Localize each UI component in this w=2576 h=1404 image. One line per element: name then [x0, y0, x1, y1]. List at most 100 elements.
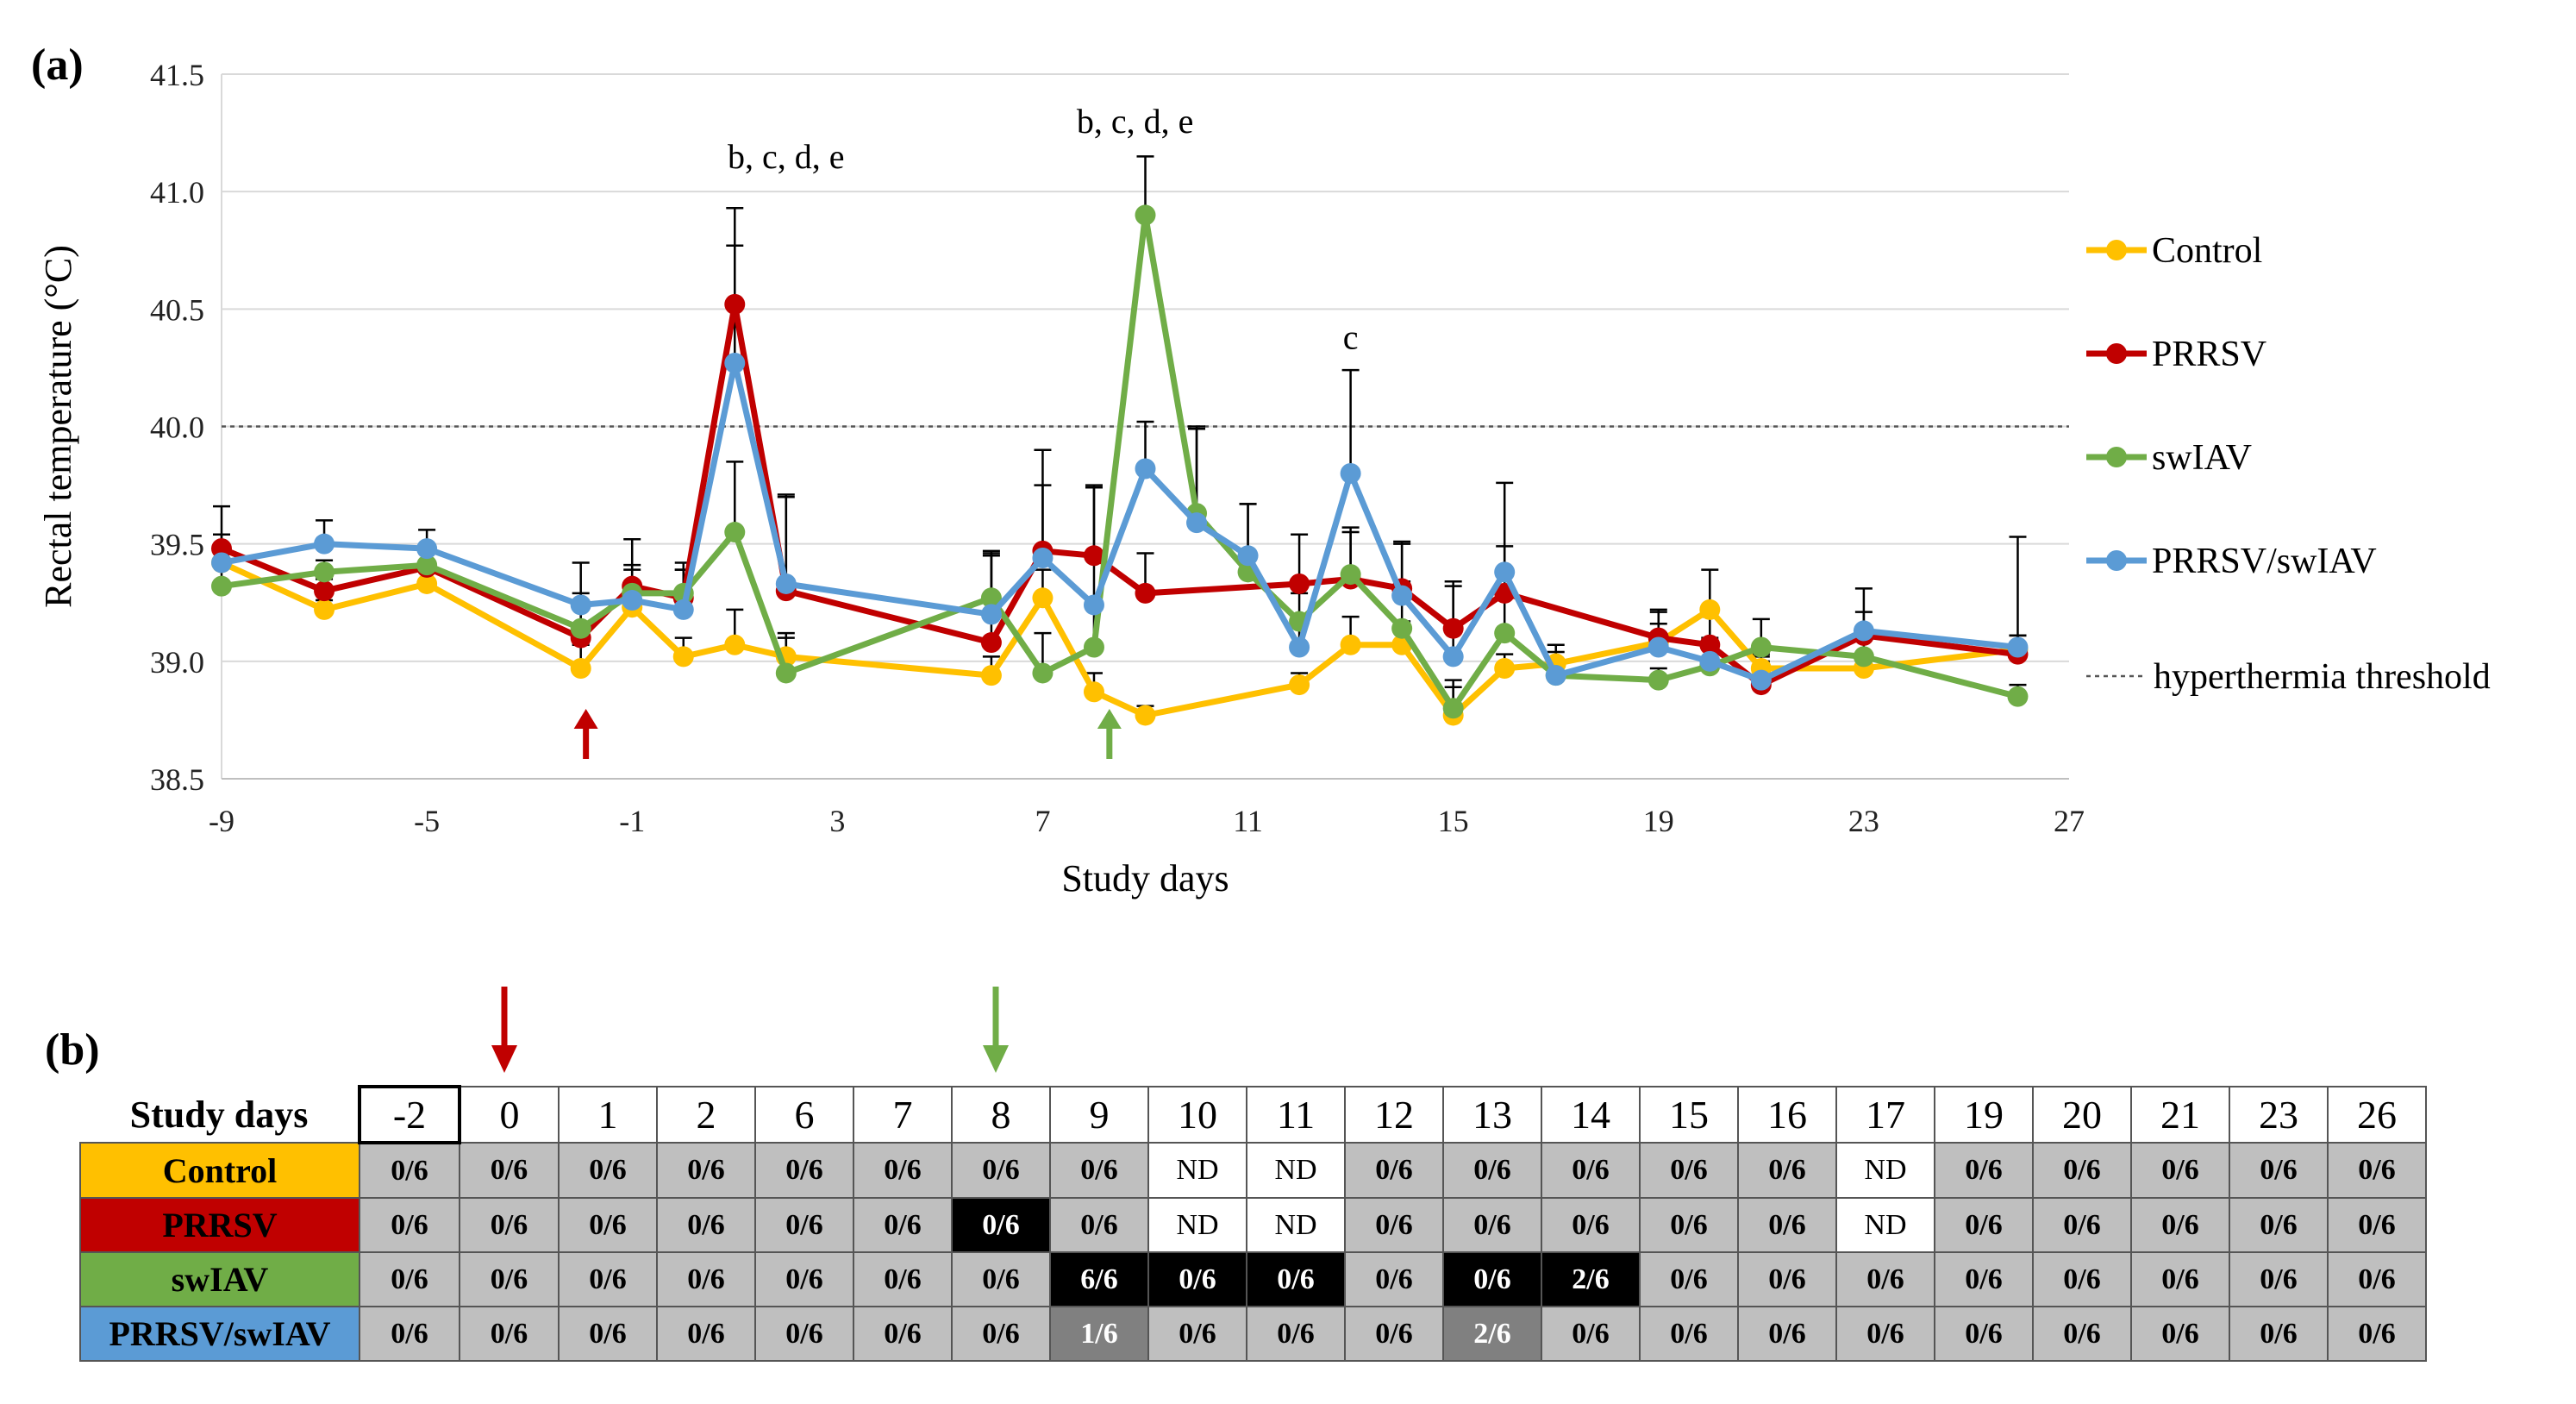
day-header: 7 — [853, 1086, 953, 1144]
table-cell: 2/6 — [1541, 1251, 1641, 1307]
data-point-swiav — [1340, 564, 1361, 586]
table-cell: 0/6 — [1934, 1306, 2034, 1362]
table-cell: 0/6 — [656, 1306, 756, 1362]
data-point-prrsv-swiav — [1648, 636, 1669, 658]
day-header: 1 — [558, 1086, 658, 1144]
table-cell: 0/6 — [1737, 1251, 1837, 1307]
table-cell: 0/6 — [1737, 1197, 1837, 1253]
day-header: 6 — [754, 1086, 854, 1144]
day-header: 0 — [459, 1086, 560, 1144]
table-cell: 0/6 — [558, 1197, 658, 1253]
data-point-swiav — [1648, 669, 1669, 691]
table-cell: 0/6 — [1049, 1197, 1149, 1253]
data-point-swiav — [1135, 204, 1156, 226]
x-axis-label: Study days — [1061, 857, 1229, 899]
day-header: 12 — [1344, 1086, 1444, 1144]
x-tick-label: 15 — [1438, 804, 1469, 838]
day-header: 16 — [1737, 1086, 1837, 1144]
table-cell: 0/6 — [1639, 1197, 1739, 1253]
data-point-prrsv-swiav — [211, 552, 232, 574]
table-cell: 0/6 — [2327, 1142, 2427, 1199]
data-point-swiav — [775, 662, 797, 684]
legend-label-swiav: swIAV — [2152, 438, 2252, 478]
day-header: 23 — [2229, 1086, 2329, 1144]
table-cell: 0/6 — [1442, 1197, 1542, 1253]
x-tick-label: 7 — [1035, 804, 1050, 838]
table-cell: 0/6 — [1934, 1251, 2034, 1307]
table-cell: 1/6 — [1049, 1306, 1149, 1362]
legend-marker-swiav — [2106, 447, 2127, 467]
data-point-control — [314, 599, 335, 620]
table-cell: 0/6 — [2032, 1142, 2132, 1199]
day-header: 20 — [2032, 1086, 2132, 1144]
table-cell: 0/6 — [2130, 1142, 2230, 1199]
data-point-control — [1289, 674, 1310, 696]
table-cell: ND — [1835, 1142, 1935, 1199]
table-cell: 0/6 — [359, 1306, 460, 1362]
table-cell: 0/6 — [951, 1251, 1051, 1307]
table-header-label: Study days — [129, 1093, 309, 1136]
significance-annotation: b, c, d, e — [728, 137, 845, 176]
table-cell: 0/6 — [1442, 1251, 1542, 1307]
table-cell: 0/6 — [853, 1142, 953, 1199]
y-axis-label: Rectal temperature (°C) — [37, 245, 79, 608]
x-tick-label: -9 — [209, 804, 234, 838]
data-point-prrsv-swiav — [1186, 512, 1208, 534]
significance-annotation: b, c, d, e — [1077, 102, 1194, 141]
table-arrows — [491, 987, 1009, 1073]
data-point-control — [724, 634, 746, 655]
table-cell: 0/6 — [951, 1142, 1051, 1199]
data-point-control — [416, 573, 438, 594]
table-cell: 0/6 — [1147, 1306, 1247, 1362]
table-inoculation-arrow-head — [491, 1045, 517, 1073]
data-point-prrsv — [1135, 582, 1156, 604]
legend-marker-control — [2106, 240, 2127, 260]
table-cell: 0/6 — [459, 1306, 560, 1362]
data-point-prrsv-swiav — [1083, 594, 1104, 616]
day-header: 8 — [951, 1086, 1051, 1144]
legend-marker-prrsv — [2106, 343, 2127, 364]
data-point-swiav — [724, 522, 746, 543]
legend-label-prrsv: PRRSV — [2152, 335, 2267, 374]
table-row-prrsv-swiav: PRRSV/swIAV 0/6 0/6 0/6 0/6 0/6 0/6 0/6 1/6 0/6 0/… — [79, 1306, 2427, 1362]
series-line-swiav — [221, 211, 2019, 711]
results-table-wrap: Study days -2 0 1 2 6 7 8 9 10 11 12 13 14 15 16 17 19 20 2… — [79, 1085, 2427, 1362]
data-point-prrsv-swiav — [1750, 669, 1772, 691]
day-header: 13 — [1442, 1086, 1542, 1144]
data-point-prrsv — [980, 632, 1002, 654]
table-cell: 0/6 — [1737, 1142, 1837, 1199]
table-cell: 0/6 — [1344, 1197, 1444, 1253]
data-point-prrsv-swiav — [775, 573, 797, 594]
table-cell: ND — [1246, 1197, 1346, 1253]
significance-annotation: c — [1343, 318, 1359, 357]
data-point-prrsv-swiav — [980, 604, 1002, 625]
y-tick-label: 39.5 — [150, 528, 204, 562]
table-cell: 2/6 — [1442, 1306, 1542, 1362]
data-point-prrsv — [1699, 634, 1721, 655]
table-cell: 0/6 — [1639, 1142, 1739, 1199]
day-header: 11 — [1246, 1086, 1346, 1144]
data-point-prrsv — [1442, 617, 1464, 639]
table-cell: 0/6 — [1344, 1251, 1444, 1307]
table-cell: 0/6 — [853, 1306, 953, 1362]
x-tick-label: 3 — [829, 804, 845, 838]
data-point-prrsv-swiav — [622, 590, 643, 611]
data-point-control — [570, 658, 591, 680]
table-cell: 0/6 — [754, 1306, 854, 1362]
table-cell: 0/6 — [656, 1251, 756, 1307]
x-tick-label: 27 — [2054, 804, 2085, 838]
day-header: 14 — [1541, 1086, 1641, 1144]
data-point-prrsv-swiav — [1237, 545, 1259, 567]
row-label-prrsv: PRRSV — [79, 1197, 360, 1253]
day-header: 9 — [1049, 1086, 1149, 1144]
data-point-swiav — [2007, 686, 2029, 707]
x-tick-label: -1 — [619, 804, 645, 838]
day-header: 10 — [1147, 1086, 1247, 1144]
data-point-swiav — [1391, 617, 1413, 639]
table-cell: 0/6 — [2130, 1197, 2230, 1253]
data-point-swiav — [1083, 636, 1104, 658]
table-cell: 0/6 — [558, 1142, 658, 1199]
table-cell: 0/6 — [951, 1197, 1051, 1253]
table-cell: 0/6 — [1344, 1142, 1444, 1199]
table-cell: 0/6 — [558, 1306, 658, 1362]
